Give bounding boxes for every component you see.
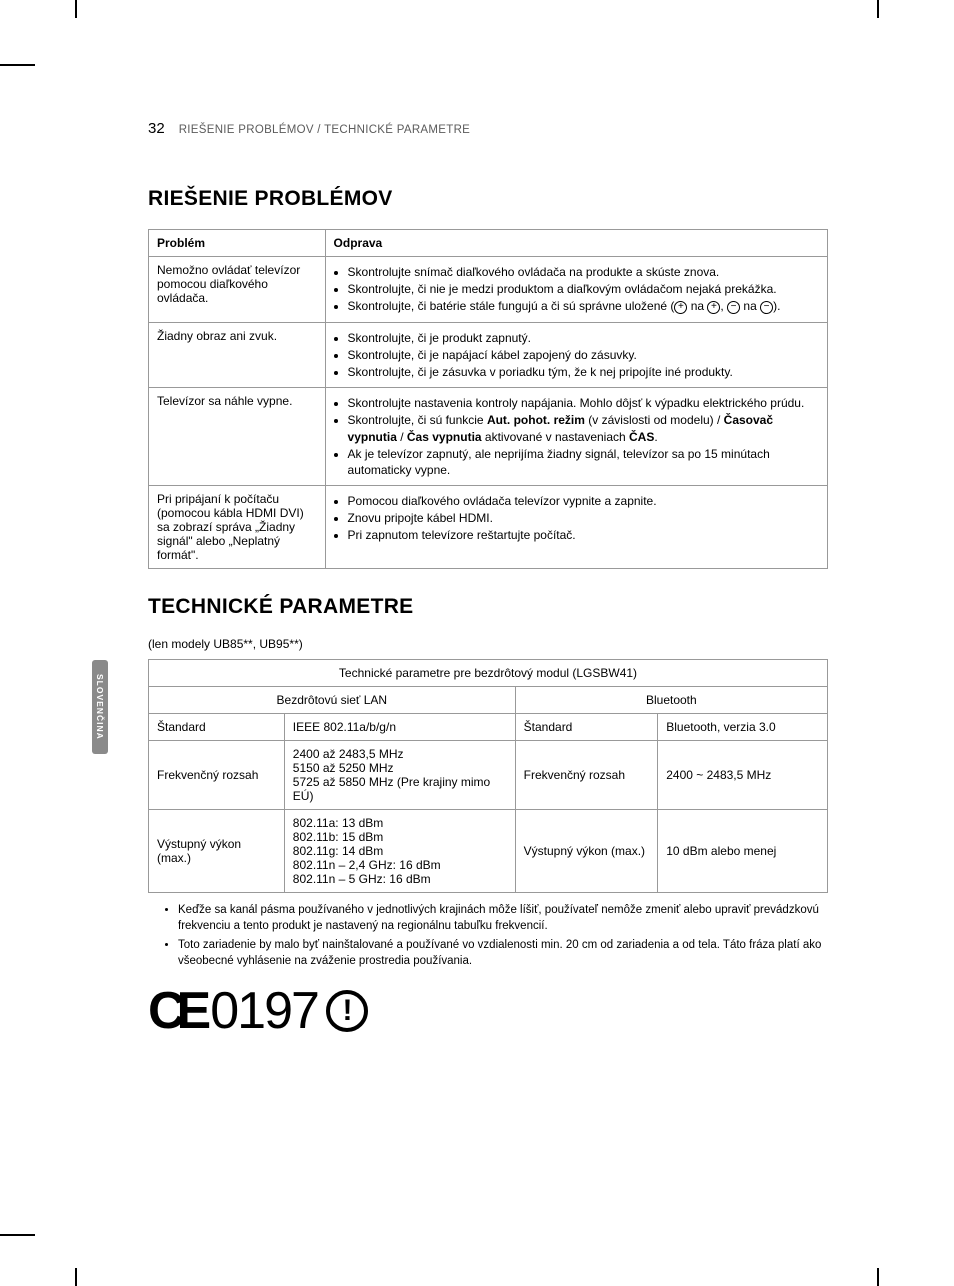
remedy-item: Skontrolujte, či batérie stále fungujú a… bbox=[348, 298, 819, 314]
ce-marking: CE 0197 ! bbox=[148, 981, 828, 1041]
table-row: Pri pripájaní k počítaču (pomocou kábla … bbox=[149, 486, 828, 569]
ce-number: 0197 bbox=[210, 981, 318, 1041]
spec-label: Frekvenčný rozsah bbox=[149, 741, 285, 810]
problem-cell: Pri pripájaní k počítaču (pomocou kábla … bbox=[149, 486, 326, 569]
plus-icon: + bbox=[707, 301, 720, 314]
section1-title: RIEŠENIE PROBLÉMOV bbox=[148, 187, 828, 211]
table-row: Štandard IEEE 802.11a/b/g/n Štandard Blu… bbox=[149, 714, 828, 741]
remedy-item: Znovu pripojte kábel HDMI. bbox=[348, 510, 819, 526]
crop-mark bbox=[75, 0, 77, 18]
ce-logo: CE bbox=[148, 981, 202, 1041]
remedy-cell: Skontrolujte snímač diaľkového ovládača … bbox=[325, 257, 827, 323]
table-row: Technické parametre pre bezdrôtový modul… bbox=[149, 660, 828, 687]
table-row: Žiadny obraz ani zvuk. Skontrolujte, či … bbox=[149, 322, 828, 388]
remedy-item: Skontrolujte snímač diaľkového ovládača … bbox=[348, 264, 819, 280]
table-row: Televízor sa náhle vypne. Skontrolujte n… bbox=[149, 388, 828, 486]
page-header: 32 RIEŠENIE PROBLÉMOV / TECHNICKÉ PARAME… bbox=[148, 120, 828, 137]
plus-icon: + bbox=[674, 301, 687, 314]
table-row: Výstupný výkon (max.) 802.11a: 13 dBm 80… bbox=[149, 810, 828, 893]
spec-header: Technické parametre pre bezdrôtový modul… bbox=[149, 660, 828, 687]
spec-label: Výstupný výkon (max.) bbox=[149, 810, 285, 893]
spec-value: 10 dBm alebo menej bbox=[658, 810, 828, 893]
spec-value: 2400 až 2483,5 MHz 5150 až 5250 MHz 5725… bbox=[284, 741, 515, 810]
spec-value: IEEE 802.11a/b/g/n bbox=[284, 714, 515, 741]
problem-cell: Žiadny obraz ani zvuk. bbox=[149, 322, 326, 388]
alert-icon: ! bbox=[326, 990, 368, 1032]
minus-icon: − bbox=[727, 301, 740, 314]
troubleshooting-table: Problém Odprava Nemožno ovládať televízo… bbox=[148, 229, 828, 569]
spec-value: 2400 ~ 2483,5 MHz bbox=[658, 741, 828, 810]
remedy-item: Pri zapnutom televízore reštartujte počí… bbox=[348, 527, 819, 543]
col-problem-header: Problém bbox=[149, 230, 326, 257]
spec-label: Štandard bbox=[149, 714, 285, 741]
spec-value: Bluetooth, verzia 3.0 bbox=[658, 714, 828, 741]
breadcrumb: RIEŠENIE PROBLÉMOV / TECHNICKÉ PARAMETRE bbox=[179, 124, 470, 136]
page-number: 32 bbox=[148, 120, 165, 137]
spec-table: Technické parametre pre bezdrôtový modul… bbox=[148, 659, 828, 893]
remedy-item: Ak je televízor zapnutý, ale neprijíma ž… bbox=[348, 446, 819, 478]
remedy-cell: Pomocou diaľkového ovládača televízor vy… bbox=[325, 486, 827, 569]
col-remedy-header: Odprava bbox=[325, 230, 827, 257]
bt-header: Bluetooth bbox=[515, 687, 827, 714]
note-item: Toto zariadenie by malo byť nainštalovan… bbox=[178, 938, 824, 969]
language-side-tab: SLOVENČINA bbox=[92, 660, 108, 754]
table-row: Bezdrôtovú sieť LAN Bluetooth bbox=[149, 687, 828, 714]
crop-mark bbox=[0, 1234, 35, 1236]
spec-value: 802.11a: 13 dBm 802.11b: 15 dBm 802.11g:… bbox=[284, 810, 515, 893]
note-item: Keďže sa kanál pásma používaného v jedno… bbox=[178, 903, 824, 934]
remedy-item: Skontrolujte, či je napájací kábel zapoj… bbox=[348, 347, 819, 363]
remedy-item: Skontrolujte, či nie je medzi produktom … bbox=[348, 281, 819, 297]
problem-cell: Nemožno ovládať televízor pomocou diaľko… bbox=[149, 257, 326, 323]
spec-notes: Keďže sa kanál pásma používaného v jedno… bbox=[148, 893, 828, 969]
crop-mark bbox=[0, 64, 35, 66]
spec-label: Výstupný výkon (max.) bbox=[515, 810, 658, 893]
table-header-row: Problém Odprava bbox=[149, 230, 828, 257]
minus-icon: − bbox=[760, 301, 773, 314]
table-row: Frekvenčný rozsah 2400 až 2483,5 MHz 515… bbox=[149, 741, 828, 810]
section2-subtitle: (len modely UB85**, UB95**) bbox=[148, 637, 828, 651]
crop-mark bbox=[877, 0, 879, 18]
spec-label: Štandard bbox=[515, 714, 658, 741]
table-row: Nemožno ovládať televízor pomocou diaľko… bbox=[149, 257, 828, 323]
remedy-cell: Skontrolujte, či je produkt zapnutý. Sko… bbox=[325, 322, 827, 388]
crop-mark bbox=[75, 1268, 77, 1286]
remedy-item: Skontrolujte nastavenia kontroly napájan… bbox=[348, 395, 819, 411]
page-content: 32 RIEŠENIE PROBLÉMOV / TECHNICKÉ PARAME… bbox=[148, 120, 828, 1041]
section2-title: TECHNICKÉ PARAMETRE bbox=[148, 595, 828, 619]
remedy-item: Skontrolujte, či je produkt zapnutý. bbox=[348, 330, 819, 346]
remedy-item: Skontrolujte, či sú funkcie Aut. pohot. … bbox=[348, 412, 819, 444]
problem-cell: Televízor sa náhle vypne. bbox=[149, 388, 326, 486]
spec-label: Frekvenčný rozsah bbox=[515, 741, 658, 810]
crop-mark bbox=[877, 1268, 879, 1286]
remedy-item: Pomocou diaľkového ovládača televízor vy… bbox=[348, 493, 819, 509]
remedy-cell: Skontrolujte nastavenia kontroly napájan… bbox=[325, 388, 827, 486]
wlan-header: Bezdrôtovú sieť LAN bbox=[149, 687, 516, 714]
side-tab-label: SLOVENČINA bbox=[95, 674, 105, 740]
remedy-item: Skontrolujte, či je zásuvka v poriadku t… bbox=[348, 364, 819, 380]
